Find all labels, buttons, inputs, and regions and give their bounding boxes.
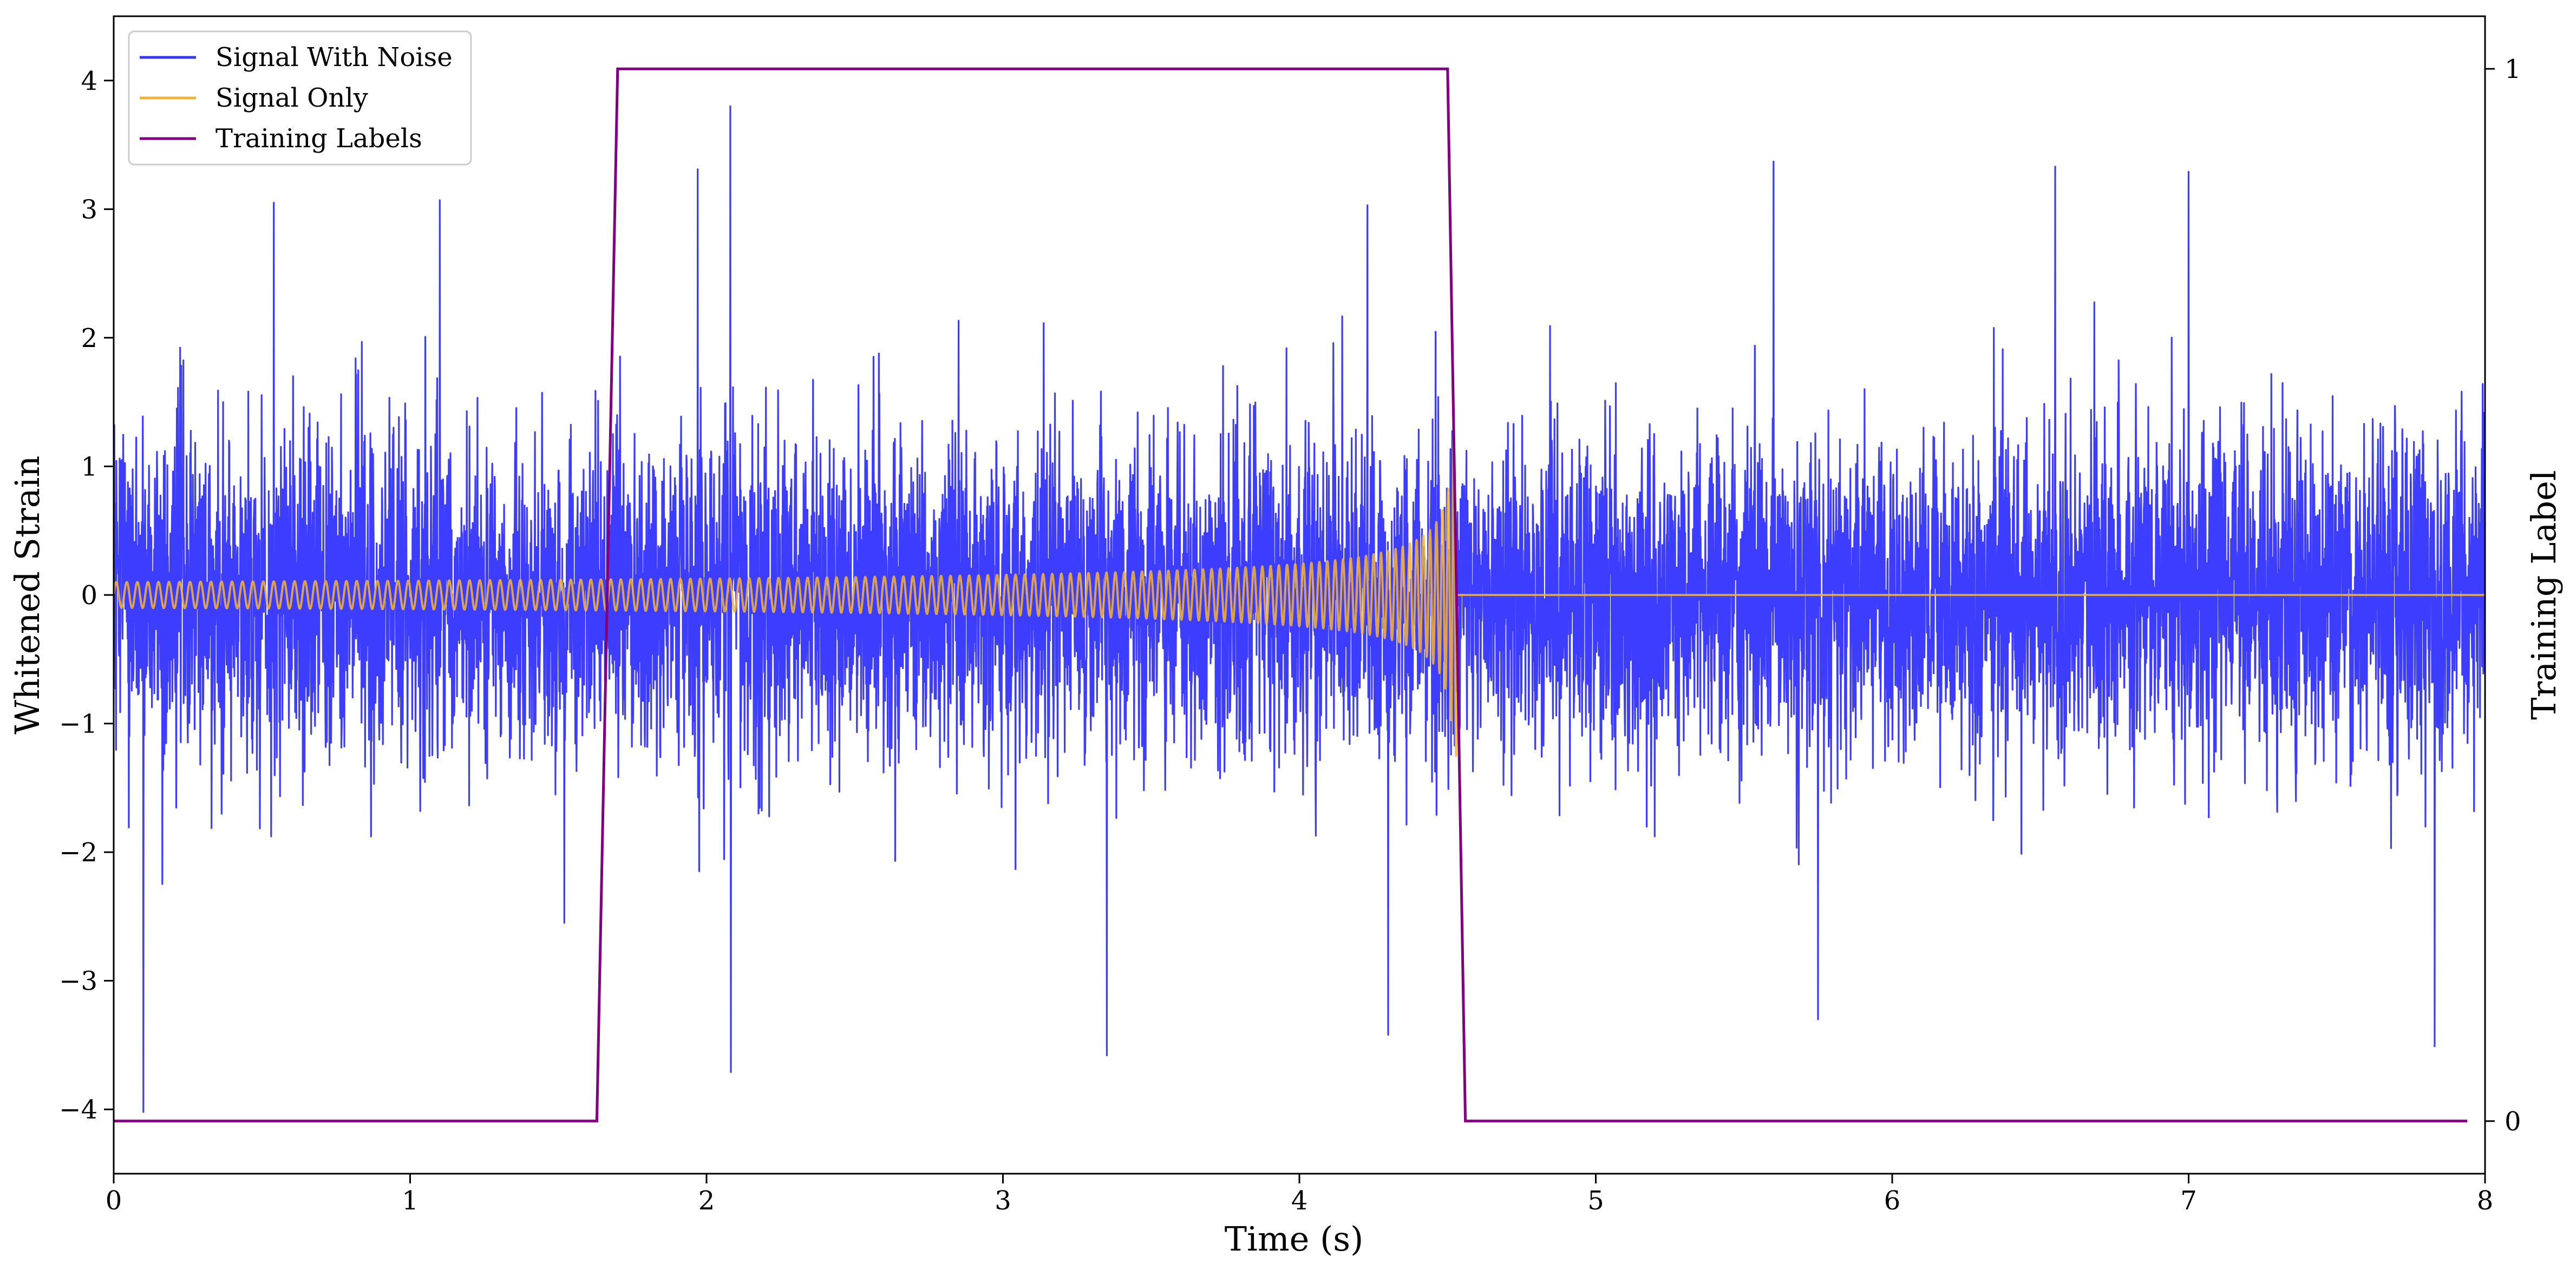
x-tick-label: 5 xyxy=(1587,1186,1604,1216)
series-line-signal-with-noise xyxy=(114,105,2485,1113)
legend-label-signal-only: Signal Only xyxy=(215,83,368,113)
series-line-signal-only xyxy=(114,433,2485,757)
x-tick-label: 1 xyxy=(402,1186,419,1216)
y2-tick-label: 0 xyxy=(2505,1107,2521,1137)
y2-axis-title: Training Label xyxy=(2524,470,2564,719)
y2-tick-label: 1 xyxy=(2505,54,2521,84)
y-tick-label: 0 xyxy=(81,580,97,611)
legend: Signal With Noise Signal Only Training L… xyxy=(128,30,472,166)
y-tick-label: −4 xyxy=(59,1095,97,1125)
y-tick-label: 3 xyxy=(81,194,97,225)
plot-series xyxy=(114,67,2485,1123)
y-tick-label: 2 xyxy=(81,323,97,354)
x-tick-label: 7 xyxy=(2180,1186,2197,1216)
y-tick-label: −2 xyxy=(59,837,97,868)
legend-label-training-labels: Training Labels xyxy=(215,123,422,154)
legend-box xyxy=(128,30,472,166)
y-axis-left: −4 −3 −2 −1 0 1 2 3 4 xyxy=(59,66,114,1125)
x-axis-title: Time (s) xyxy=(1225,1219,1364,1259)
x-tick-label: 0 xyxy=(106,1186,122,1216)
x-tick-label: 3 xyxy=(995,1186,1011,1216)
y-axis-right: 01 xyxy=(2485,54,2521,1137)
y-tick-label: 4 xyxy=(81,66,97,96)
y-tick-label: −1 xyxy=(59,709,97,740)
x-tick-label: 8 xyxy=(2477,1186,2494,1216)
x-tick-label: 4 xyxy=(1291,1186,1308,1216)
series-line-training-labels xyxy=(114,67,2468,1123)
x-axis: 0 1 2 3 4 5 6 7 8 xyxy=(106,1174,2494,1216)
y-tick-label: 1 xyxy=(81,451,97,482)
x-tick-label: 2 xyxy=(698,1186,715,1216)
y-tick-label: −3 xyxy=(59,966,97,997)
y-axis-title: Whitened Strain xyxy=(8,456,47,735)
legend-label-signal-with-noise: Signal With Noise xyxy=(215,42,453,73)
x-tick-label: 6 xyxy=(1884,1186,1901,1216)
